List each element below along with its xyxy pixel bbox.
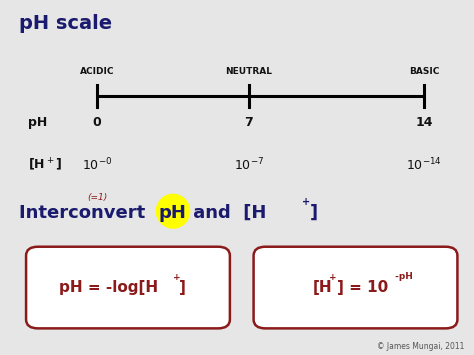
- Text: +: +: [302, 197, 310, 207]
- Text: pH: pH: [28, 116, 48, 129]
- Text: BASIC: BASIC: [409, 67, 439, 76]
- Text: +: +: [173, 273, 181, 282]
- Text: $10^{-7}$: $10^{-7}$: [234, 157, 264, 173]
- Text: Interconvert: Interconvert: [19, 204, 152, 222]
- Text: 0: 0: [93, 116, 101, 129]
- Ellipse shape: [156, 194, 190, 228]
- Text: $10^{-14}$: $10^{-14}$: [406, 157, 442, 173]
- Text: ]: ]: [310, 204, 318, 222]
- Text: -pH: -pH: [392, 272, 413, 282]
- Text: and  [H: and [H: [187, 204, 266, 222]
- FancyBboxPatch shape: [254, 247, 457, 328]
- Text: © James Mungai, 2011: © James Mungai, 2011: [377, 343, 465, 351]
- Text: [H$^+$]: [H$^+$]: [28, 157, 63, 173]
- Text: (=1): (=1): [87, 192, 107, 202]
- Text: pH scale: pH scale: [19, 14, 112, 33]
- Text: 7: 7: [245, 116, 253, 129]
- Text: ACIDIC: ACIDIC: [80, 67, 114, 76]
- Text: ]: ]: [179, 280, 186, 295]
- Text: [H: [H: [313, 280, 332, 295]
- Text: 14: 14: [416, 116, 433, 129]
- Text: ] = 10: ] = 10: [337, 280, 388, 295]
- Text: pH = -log[H: pH = -log[H: [59, 280, 159, 295]
- Text: NEUTRAL: NEUTRAL: [225, 67, 273, 76]
- Text: pH: pH: [159, 204, 187, 222]
- Text: +: +: [329, 273, 337, 282]
- Text: $10^{-0}$: $10^{-0}$: [82, 157, 112, 173]
- FancyBboxPatch shape: [26, 247, 230, 328]
